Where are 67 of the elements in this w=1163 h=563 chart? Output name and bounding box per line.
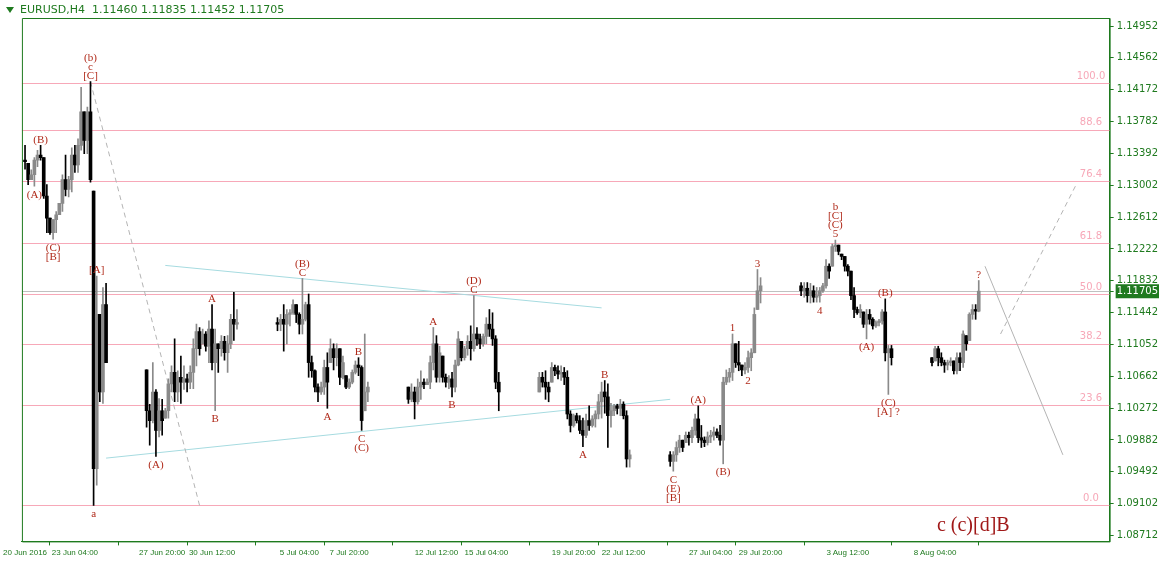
y-tick-label: 1.11442 (1116, 306, 1159, 318)
x-tick-label: 23 Jun 04:00 (51, 548, 99, 558)
y-tick-label: 1.12222 (1116, 242, 1159, 254)
annotation: B (354, 345, 363, 358)
y-tick-label: 1.13002 (1116, 178, 1159, 190)
y-tick-label: 1.14952 (1116, 19, 1159, 31)
annotation: c (c)[d]B (936, 512, 1010, 536)
y-tick-label: 1.09492 (1116, 465, 1159, 477)
annotation: (A) (148, 457, 164, 471)
y-tick-label: 1.13782 (1116, 115, 1159, 127)
annotation: 0.0 (1082, 492, 1099, 504)
y-tick-label: 1.09102 (1116, 497, 1159, 509)
annotation: A (429, 314, 438, 327)
annotation: C (669, 472, 677, 485)
x-tick-label: 30 Jun 12:00 (188, 548, 236, 558)
y-tick-label: 1.14562 (1116, 51, 1159, 63)
y-tick-label: 1.14172 (1116, 83, 1159, 95)
annotation: (A) (26, 187, 43, 201)
annotation: (B) (877, 286, 893, 300)
annotation: 2 (745, 373, 751, 386)
x-tick-label: 5 Jul 04:00 (279, 548, 320, 558)
y-tick-label: 1.09882 (1116, 433, 1159, 445)
x-tick-label: 7 Jul 20:00 (329, 548, 370, 558)
annotation: b (832, 200, 839, 213)
annotation: (A) (858, 340, 875, 354)
x-tick-label: 27 Jun 20:00 (139, 548, 186, 558)
annotation: ? (976, 267, 982, 280)
y-tick-label: 1.12612 (1116, 210, 1159, 222)
chart-title: EURUSD,H4 1.11460 1.11835 1.11452 1.11705 (20, 3, 285, 16)
y-tick-label: 1.10662 (1116, 369, 1159, 381)
annotation: (A) (690, 393, 707, 407)
x-tick-label: 3 Aug 12:00 (826, 548, 870, 558)
x-tick-label: 29 Jul 20:00 (738, 548, 783, 558)
annotation: B (211, 412, 219, 425)
x-tick-label: 8 Aug 04:00 (913, 548, 958, 558)
x-tick-label: 20 Jun 2016 (3, 548, 48, 558)
annotation: 76.4 (1079, 167, 1103, 179)
annotation: B (448, 398, 456, 411)
annotation: 38.2 (1079, 330, 1103, 342)
y-tick-label: 1.11052 (1116, 338, 1159, 350)
annotation: 50.0 (1079, 280, 1103, 292)
annotation: 4 (817, 303, 824, 316)
annotation: C (470, 283, 478, 296)
annotation: 5 (832, 227, 839, 240)
annotation: A (208, 291, 217, 304)
y-tick-label: 1.13392 (1116, 146, 1159, 158)
x-tick-label: 19 Jul 20:00 (551, 548, 596, 558)
y-tick-label: 1.08712 (1116, 529, 1159, 541)
annotation: (B) (715, 465, 731, 479)
annotation: (B) (33, 132, 49, 146)
annotation: 23.6 (1079, 391, 1103, 403)
annotation: A (323, 409, 332, 422)
annotation: B (601, 367, 609, 380)
y-tick-label: 1.11705 (1116, 284, 1159, 296)
annotation: 1 (729, 321, 736, 334)
y-tick-label: 1.10272 (1116, 401, 1159, 413)
y-tick-label: 1.11832 (1116, 274, 1159, 286)
x-tick-label: 27 Jul 04:00 (688, 548, 734, 558)
x-tick-label: 22 Jul 12:00 (601, 548, 646, 558)
annotation: 61.8 (1079, 229, 1103, 241)
annotation: A (578, 448, 587, 461)
annotation: 88.6 (1079, 116, 1103, 128)
x-tick-label: 12 Jul 12:00 (414, 548, 459, 558)
annotation: 100.0 (1076, 69, 1106, 81)
annotation: a (91, 506, 97, 519)
annotation: 3 (754, 256, 761, 269)
x-tick-label: 15 Jul 04:00 (464, 548, 509, 558)
